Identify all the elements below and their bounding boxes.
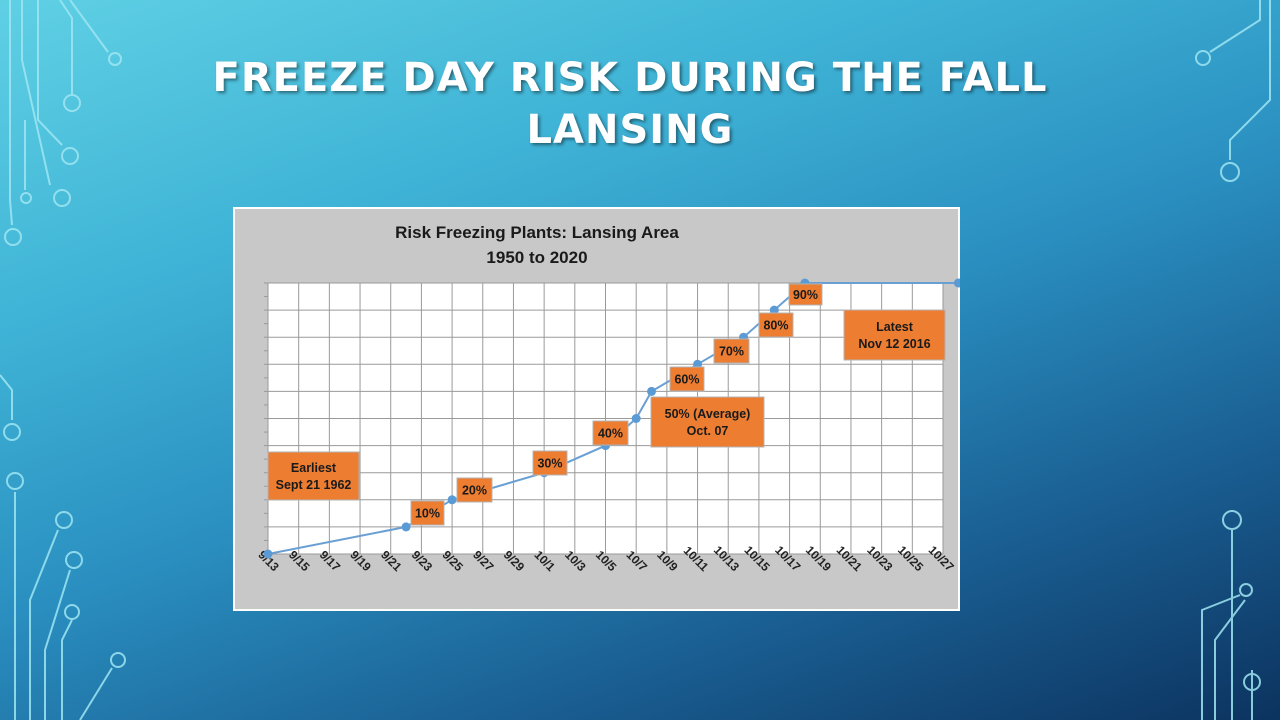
annotation-box xyxy=(713,338,750,364)
data-point xyxy=(401,522,411,532)
chart-subtitle: 1950 to 2020 xyxy=(486,248,587,267)
annotation-box xyxy=(532,450,568,476)
annotation-label: Earliest xyxy=(291,461,337,475)
circuit-decoration-left xyxy=(0,0,126,720)
annotation-label: 40% xyxy=(598,427,623,441)
annotation-label: Latest xyxy=(876,320,914,334)
annotation-box xyxy=(669,366,705,392)
annotation-label: 60% xyxy=(674,373,699,387)
annotation-label: 50% (Average) xyxy=(665,407,751,421)
annotation-label: 80% xyxy=(763,319,788,333)
chart-title: Risk Freezing Plants: Lansing Area xyxy=(395,223,679,242)
annotation-box xyxy=(592,420,629,446)
annotation-label: 20% xyxy=(462,484,487,498)
data-point xyxy=(953,278,960,288)
data-point xyxy=(447,495,457,505)
slide-title-line-2: LANSING xyxy=(526,107,734,153)
annotation-label: 70% xyxy=(719,345,744,359)
data-point xyxy=(647,386,657,396)
slide-title: FREEZE DAY RISK DURING THE FALL LANSING xyxy=(140,52,1120,156)
annotation-label: Sept 21 1962 xyxy=(276,478,352,492)
freeze-risk-chart: Risk Freezing Plants: Lansing Area 1950 … xyxy=(235,209,960,609)
annotation-box xyxy=(410,500,445,526)
annotation-box xyxy=(758,312,794,338)
annotation-box xyxy=(788,283,823,306)
annotation-box xyxy=(650,396,765,448)
annotation-label: 10% xyxy=(415,507,440,521)
annotation-box xyxy=(456,477,493,503)
data-point xyxy=(263,549,273,559)
plot-area: 9/13 9/15 9/17 9/19 9/21 9/23 9/25 9/27 9/29 10/1… xyxy=(255,278,960,574)
annotation-label: Nov 12 2016 xyxy=(858,337,930,351)
annotation-box xyxy=(267,451,360,501)
slide-title-line-1: FREEZE DAY RISK DURING THE FALL xyxy=(212,55,1048,101)
annotation-box xyxy=(843,309,946,361)
data-point xyxy=(631,414,641,423)
chart-container: Risk Freezing Plants: Lansing Area 1950 … xyxy=(233,207,960,611)
annotation-label: Oct. 07 xyxy=(687,424,729,438)
circuit-decoration-right xyxy=(1195,0,1271,720)
data-point xyxy=(769,305,779,315)
annotation-label: 30% xyxy=(537,457,562,471)
annotation-label: 90% xyxy=(793,288,818,302)
